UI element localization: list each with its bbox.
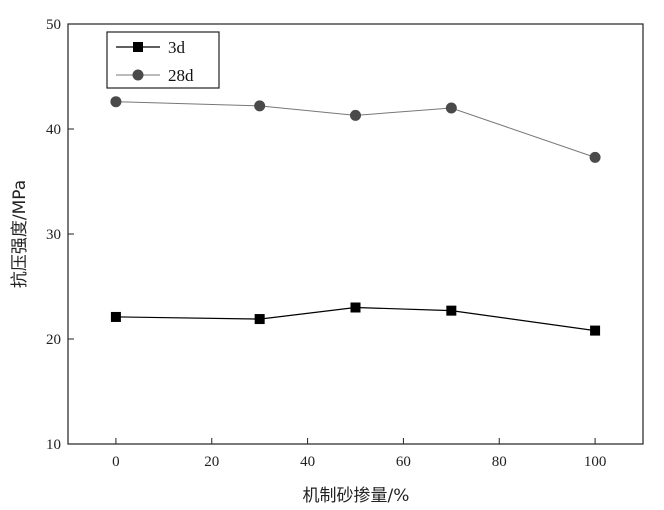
legend-marker-3d [133, 42, 143, 52]
y-tick-label: 40 [46, 122, 61, 138]
data-point-3d [590, 325, 601, 336]
data-point-3d [110, 311, 121, 322]
y-tick-label: 50 [46, 17, 61, 33]
data-point-28d [350, 109, 361, 121]
legend-marker-28d [132, 69, 144, 81]
y-tick-label: 30 [46, 227, 61, 243]
data-point-3d [446, 305, 457, 316]
x-tick-label: 0 [112, 454, 120, 470]
legend-box [106, 31, 220, 89]
data-point-28d [254, 100, 266, 112]
x-axis-title: 机制砂掺量/% [303, 486, 410, 506]
legend-label-3d: 3d [168, 38, 186, 57]
y-axis-title: 抗压强度/MPa [10, 180, 30, 288]
legend: 3d 28d [106, 31, 220, 89]
x-tick-label: 40 [300, 454, 315, 470]
data-point-28d [110, 96, 122, 108]
data-point-3d [350, 302, 361, 313]
data-point-28d [589, 151, 601, 163]
y-tick-label: 10 [46, 437, 61, 453]
x-tick-label: 20 [204, 454, 219, 470]
y-tick-label: 20 [46, 332, 61, 348]
data-point-28d [445, 102, 457, 114]
x-tick-label: 100 [584, 454, 607, 470]
x-tick-label: 60 [396, 454, 411, 470]
legend-label-28d: 28d [168, 66, 194, 85]
x-tick-label: 80 [492, 454, 507, 470]
data-point-3d [254, 314, 265, 325]
